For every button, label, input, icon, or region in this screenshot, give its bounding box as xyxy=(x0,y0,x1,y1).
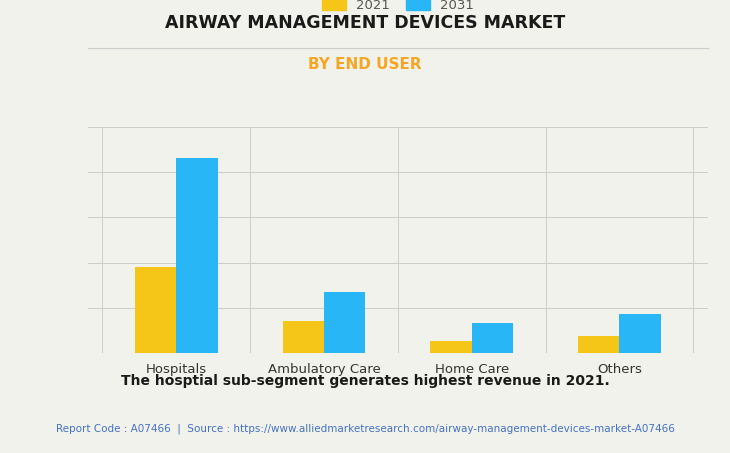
Text: Report Code : A07466  |  Source : https://www.alliedmarketresearch.com/airway-ma: Report Code : A07466 | Source : https://… xyxy=(55,424,675,434)
Legend: 2021, 2031: 2021, 2031 xyxy=(317,0,479,17)
Bar xyxy=(283,322,324,353)
Bar xyxy=(472,323,513,353)
Bar xyxy=(176,158,218,353)
Bar xyxy=(620,314,661,353)
Bar xyxy=(324,292,365,353)
Bar xyxy=(431,341,472,353)
Text: BY END USER: BY END USER xyxy=(308,57,422,72)
Text: The hosptial sub-segment generates highest revenue in 2021.: The hosptial sub-segment generates highe… xyxy=(120,374,610,388)
Bar xyxy=(135,267,176,353)
Text: AIRWAY MANAGEMENT DEVICES MARKET: AIRWAY MANAGEMENT DEVICES MARKET xyxy=(165,14,565,32)
Bar xyxy=(578,337,620,353)
